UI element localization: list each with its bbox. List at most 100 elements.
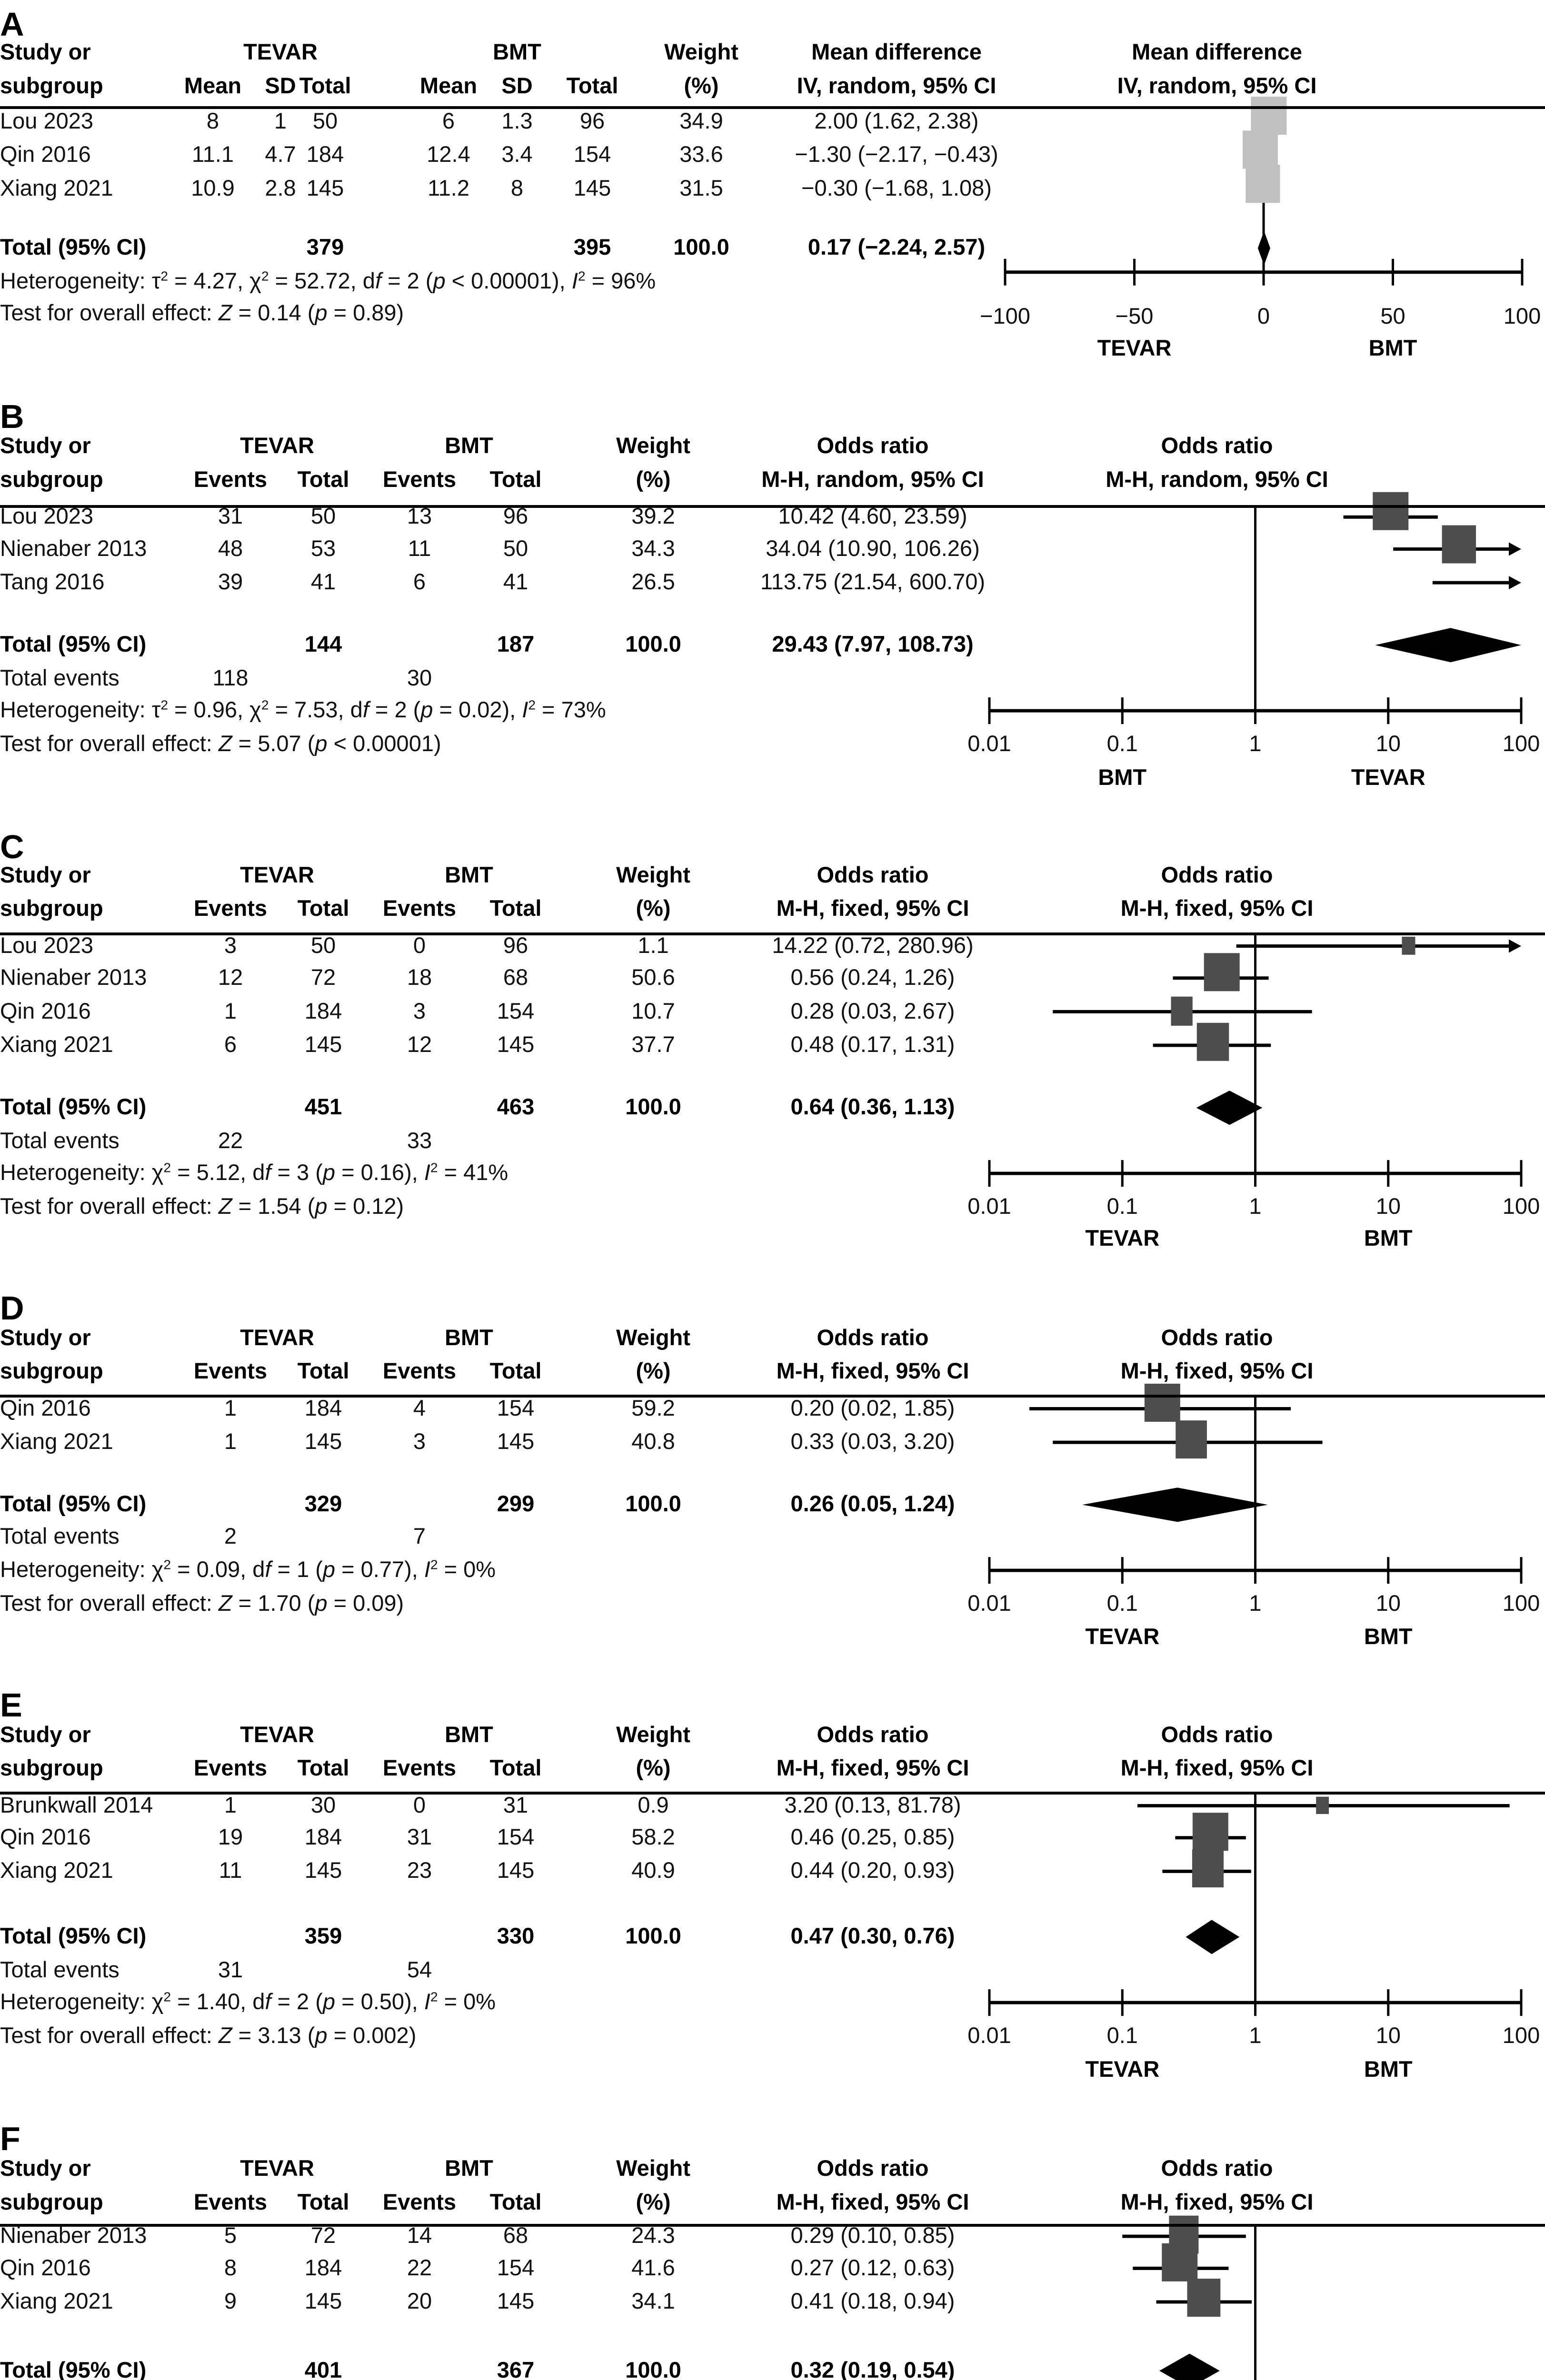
study-weight-square [1204, 953, 1240, 992]
header-group2: BMT [445, 1721, 493, 1747]
cell-value: 48 [218, 535, 243, 561]
study-weight-square [1192, 1849, 1224, 1888]
cell-value: 41 [503, 569, 528, 595]
header-study: Study or [0, 862, 91, 887]
overall-effect-text: Test for overall effect: Z = 1.54 (p = 0… [0, 1193, 404, 1219]
cell-value: 0 [413, 932, 426, 958]
header-group2: BMT [445, 1324, 493, 1350]
study-ci: 34.04 (10.90, 106.26) [766, 535, 980, 561]
panel-a-letter: A [0, 5, 24, 43]
cell-value: 154 [497, 998, 535, 1023]
cell-value: 53 [310, 535, 336, 561]
study-weight-square [1316, 1796, 1329, 1814]
heterogeneity-text: Heterogeneity: τ2 = 0.96, χ2 = 7.53, df … [0, 697, 606, 723]
total-label: Total (95% CI) [0, 631, 147, 657]
study-name: Xiang 2021 [0, 1857, 113, 1883]
cell-value: 154 [497, 1824, 535, 1849]
favours-right-label: BMT [1368, 335, 1417, 361]
plot-header-effect: Odds ratio [1161, 862, 1273, 887]
header-total: Total [566, 72, 618, 98]
header-group2: BMT [445, 862, 493, 887]
cell-value: 19 [218, 1824, 243, 1849]
study-name: Lou 2023 [0, 932, 94, 958]
plot-header-method: M-H, random, 95% CI [1106, 466, 1328, 492]
total-group2: 367 [497, 2357, 535, 2380]
study-weight-square [1251, 97, 1287, 135]
x-tick-label: 1 [1249, 730, 1262, 756]
study-weight-square [1442, 525, 1476, 564]
cell-value: 11.2 [428, 175, 469, 200]
cell-value: 3 [413, 1428, 426, 1454]
total-label: Total (95% CI) [0, 234, 147, 260]
header-events: Events [382, 466, 457, 492]
study-weight-square [1171, 996, 1193, 1026]
cell-value: 22 [407, 2254, 432, 2280]
header-subgroup: subgroup [0, 895, 103, 921]
total-label: Total (95% CI) [0, 1094, 147, 1120]
plot-header-method: M-H, fixed, 95% CI [1120, 1358, 1314, 1384]
cell-value: 145 [304, 1428, 342, 1454]
header-group1: TEVAR [240, 1324, 314, 1350]
cell-value: 154 [497, 1395, 535, 1420]
cell-value: 23 [407, 1857, 432, 1883]
x-tick-label: 0.1 [1106, 730, 1138, 756]
total-weight: 100.0 [625, 2357, 681, 2380]
study-name: Qin 2016 [0, 1824, 91, 1849]
total-ci: 0.32 (0.19, 0.54) [790, 2357, 955, 2380]
cell-value: 50 [310, 932, 336, 958]
cell-value: 31 [407, 1824, 432, 1849]
cell-value: 6 [413, 569, 426, 595]
x-tick-label: 0.1 [1106, 2022, 1138, 2048]
total-weight: 100.0 [625, 1491, 681, 1517]
header-study: Study or [0, 433, 91, 458]
total-events-group2: 54 [407, 1957, 432, 1982]
heterogeneity-text: Heterogeneity: χ2 = 0.09, df = 1 (p = 0.… [0, 1557, 496, 1582]
study-name: Tang 2016 [0, 569, 105, 595]
favours-right-label: BMT [1364, 1225, 1413, 1251]
heterogeneity-text: Heterogeneity: τ2 = 4.27, χ2 = 52.72, df… [0, 268, 656, 294]
cell-value: 3.4 [501, 141, 533, 167]
header-weight: Weight [616, 1721, 690, 1747]
cell-value: 145 [497, 1428, 535, 1454]
total-group1: 379 [306, 234, 344, 260]
study-ci: 0.28 (0.03, 2.67) [790, 998, 955, 1023]
study-weight: 10.7 [631, 998, 675, 1023]
total-label: Total (95% CI) [0, 1923, 147, 1949]
ci-arrow-icon [1509, 939, 1521, 953]
header-method: M-H, fixed, 95% CI [776, 2189, 969, 2214]
cell-value: 145 [304, 1031, 342, 1057]
x-tick-label: 100 [1502, 1193, 1540, 1219]
favours-left-label: TEVAR [1085, 1624, 1160, 1649]
cell-value: 20 [407, 2288, 432, 2314]
cell-value: 1 [224, 1792, 237, 1817]
total-label: Total (95% CI) [0, 2357, 147, 2380]
total-ci: 0.17 (−2.24, 2.57) [807, 234, 986, 260]
x-tick-label: 100 [1503, 303, 1541, 329]
header-mean: Mean [184, 72, 242, 98]
pooled-diamond [1257, 231, 1270, 266]
pooled-diamond [1159, 2353, 1220, 2380]
study-weight: 24.3 [631, 2222, 675, 2248]
cell-value: 1 [274, 108, 287, 133]
plot-header-method: M-H, fixed, 95% CI [1120, 1755, 1314, 1781]
header-rule [0, 106, 1545, 109]
total-group2: 299 [497, 1491, 535, 1517]
header-effect: Odds ratio [817, 2155, 929, 2181]
header-effect: Odds ratio [817, 1721, 929, 1747]
header-study: Study or [0, 1721, 91, 1747]
study-weight-square [1196, 1022, 1229, 1061]
header-effect: Odds ratio [817, 862, 929, 887]
total-group2: 463 [497, 1094, 535, 1120]
header-weight: Weight [616, 1324, 690, 1350]
cell-value: 6 [442, 108, 455, 133]
header-weight: Weight [616, 2155, 690, 2181]
x-tick-label: 100 [1502, 2022, 1540, 2048]
x-tick-label: 0.01 [967, 2022, 1011, 2048]
cell-value: 96 [579, 108, 605, 133]
total-group1: 401 [304, 2357, 342, 2380]
study-weight: 59.2 [631, 1395, 675, 1420]
x-tick-label: 1 [1249, 1193, 1262, 1219]
cell-value: 31 [218, 503, 243, 529]
study-weight-square [1187, 2279, 1221, 2317]
plot-header-method: M-H, fixed, 95% CI [1120, 895, 1314, 921]
